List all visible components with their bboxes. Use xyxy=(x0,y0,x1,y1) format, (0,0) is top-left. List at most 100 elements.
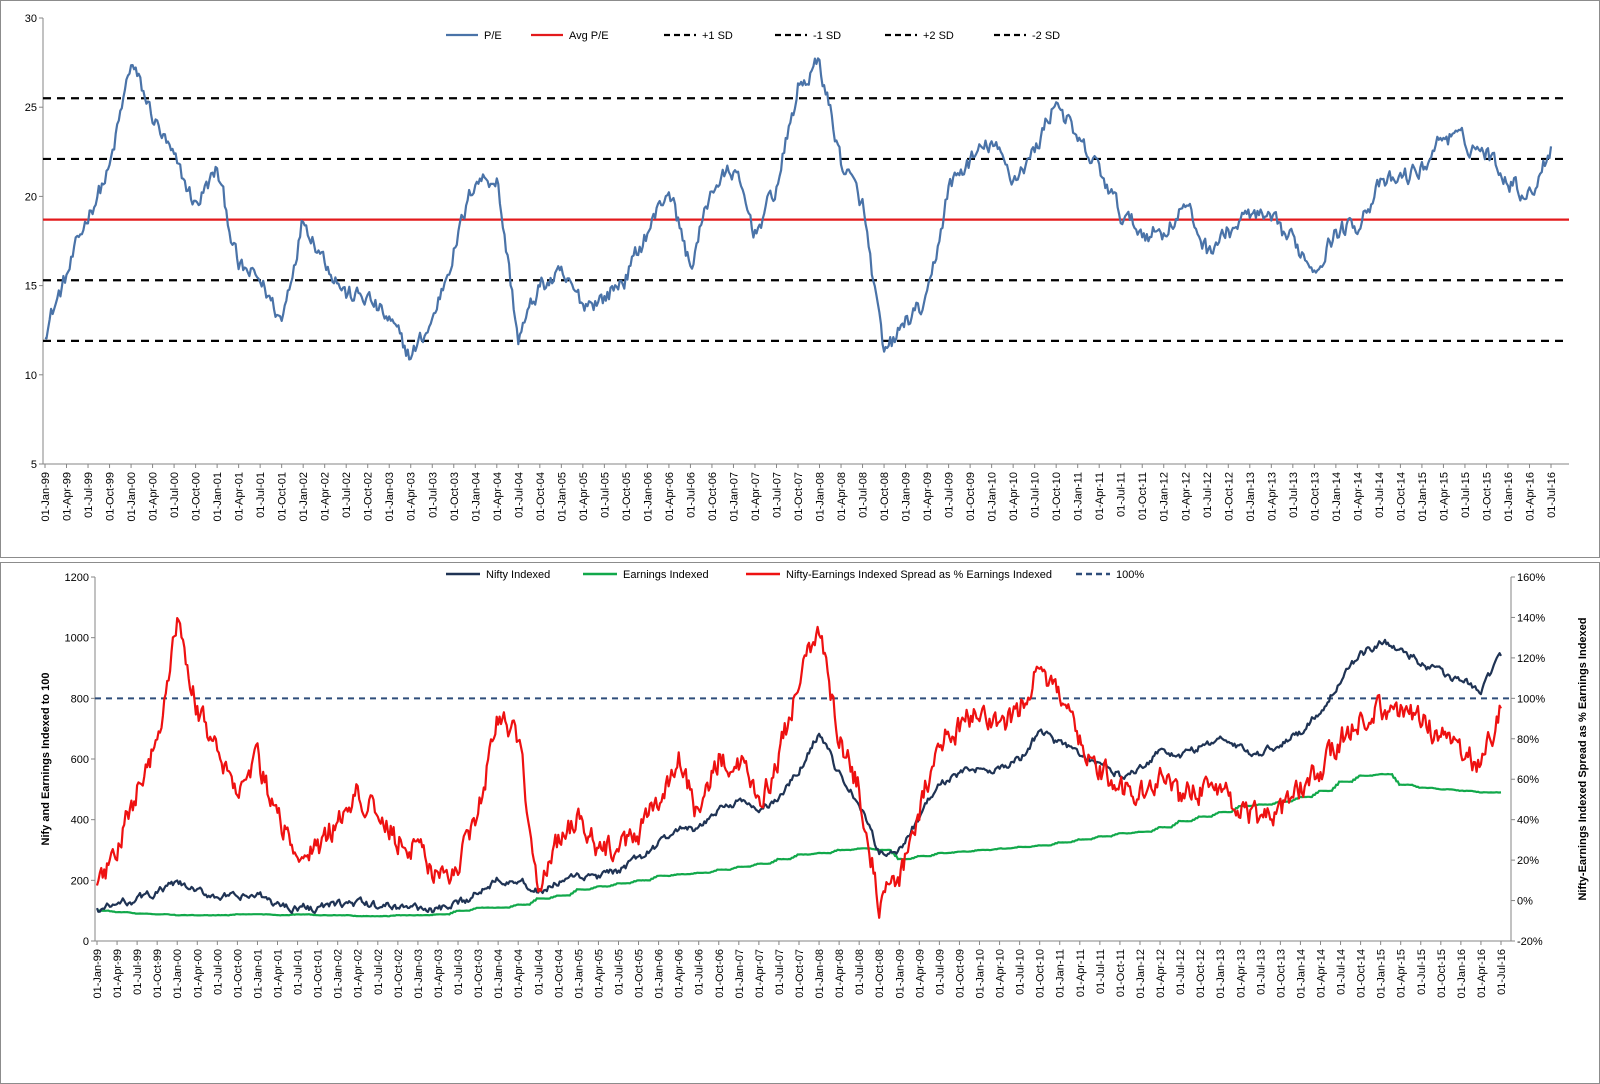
legend-label: +2 SD xyxy=(923,30,954,42)
x-tick-label: 01-Jul-07 xyxy=(774,949,786,995)
right-y-tick-label: 80% xyxy=(1517,734,1539,746)
x-tick-label: 01-Jan-10 xyxy=(975,949,987,999)
y-tick-label: 15 xyxy=(25,281,37,293)
x-tick-label: 01-Jul-05 xyxy=(599,472,611,518)
x-tick-label: 01-Apr-12 xyxy=(1155,949,1167,998)
x-tick-label: 01-Jul-11 xyxy=(1116,472,1128,517)
x-tick-label: 01-Apr-99 xyxy=(62,472,74,521)
x-tick-label: 01-Apr-15 xyxy=(1396,949,1408,998)
x-tick-label: 01-Jul-06 xyxy=(694,949,706,995)
x-tick-label: 01-Oct-09 xyxy=(954,949,966,998)
x-tick-label: 01-Oct-05 xyxy=(634,949,646,998)
x-tick-label: 01-Jan-00 xyxy=(172,949,184,999)
x-tick-label: 01-Jan-99 xyxy=(40,472,52,522)
x-tick-label: 01-Apr-12 xyxy=(1180,472,1192,521)
pe-chart-panel: 5 10 15 20 25 30 01-Jan-99 01-Apr-99 01-Jul-99 01… xyxy=(0,0,1600,558)
x-tick-label: 01-Oct-14 xyxy=(1395,472,1407,521)
x-tick-label: 01-Apr-11 xyxy=(1094,472,1106,520)
x-tick-label: 01-Jul-09 xyxy=(934,949,946,995)
x-tick-label: 01-Jul-12 xyxy=(1175,949,1187,995)
left-y-tick-label: 400 xyxy=(71,815,89,827)
x-tick-label: 01-Jul-10 xyxy=(1015,949,1027,995)
x-tick-label: 01-Oct-10 xyxy=(1035,949,1047,998)
x-tick-label: 01-Jul-14 xyxy=(1374,472,1386,518)
x-tick-label: 01-Apr-06 xyxy=(674,949,686,998)
x-tick-label: 01-Apr-16 xyxy=(1476,949,1488,998)
x-tick-label: 01-Jan-05 xyxy=(573,949,585,999)
x-tick-label: 01-Jul-03 xyxy=(427,472,439,518)
pe-chart: 5 10 15 20 25 30 01-Jan-99 01-Apr-99 01-Jul-99 01… xyxy=(25,13,1569,522)
x-tick-label: 01-Jul-07 xyxy=(771,472,783,518)
x-tick-label: 01-Jul-00 xyxy=(212,949,224,995)
x-tick-label: 01-Jul-13 xyxy=(1288,472,1300,518)
x-tick-label: 01-Oct-06 xyxy=(707,472,719,521)
legend-label: Earnings Indexed xyxy=(623,569,709,581)
x-tick-label: 01-Jul-09 xyxy=(944,472,956,518)
x-tick-label: 01-Oct-08 xyxy=(879,472,891,521)
x-tick-label: 01-Jan-01 xyxy=(212,472,224,522)
left-y-tick-label: 600 xyxy=(71,754,89,766)
x-tick-label: 01-Apr-11 xyxy=(1075,949,1087,997)
x-tick-label: 01-Oct-00 xyxy=(191,472,203,521)
x-tick-label: 01-Oct-99 xyxy=(105,472,117,521)
x-tick-label: 01-Oct-05 xyxy=(621,472,633,521)
x-tick-label: 01-Apr-14 xyxy=(1352,472,1364,521)
x-tick-label: 01-Jan-09 xyxy=(901,472,913,522)
x-tick-label: 01-Jul-01 xyxy=(255,472,267,518)
x-tick-label: 01-Apr-04 xyxy=(492,472,504,521)
x-tick-label: 01-Apr-02 xyxy=(353,949,365,998)
x-tick-label: 01-Oct-10 xyxy=(1051,472,1063,521)
x-tick-label: 01-Jul-15 xyxy=(1460,472,1472,518)
x-tick-label: 01-Jan-02 xyxy=(298,472,310,522)
left-y-tick-label: 0 xyxy=(83,936,89,948)
x-tick-label: 01-Apr-10 xyxy=(1008,472,1020,521)
x-tick-label: 01-Jul-04 xyxy=(513,472,525,518)
y-tick-label: 10 xyxy=(25,370,37,382)
x-tick-label: 01-Oct-04 xyxy=(535,472,547,521)
nifty-earnings-chart: 0 200 400 600 800 1000 1200 -20% 0% 20% 40% 60% 80% 1… xyxy=(40,569,1589,999)
x-tick-label: 01-Oct-04 xyxy=(553,949,565,998)
x-tick-label: 01-Jul-14 xyxy=(1336,949,1348,995)
x-tick-label: 01-Jul-02 xyxy=(341,472,353,518)
x-tick-label: 01-Jul-15 xyxy=(1416,949,1428,995)
pe-series-line xyxy=(44,57,1553,361)
x-tick-label: 01-Oct-14 xyxy=(1356,949,1368,998)
x-tick-label: 01-Jan-10 xyxy=(987,472,999,522)
legend-label: -2 SD xyxy=(1032,30,1060,42)
legend-label: 100% xyxy=(1116,569,1144,581)
x-tick-label: 01-Apr-06 xyxy=(664,472,676,521)
x-tick-label: 01-Jan-01 xyxy=(252,949,264,999)
left-y-tick-label: 1200 xyxy=(65,572,89,584)
x-tick-label: 01-Oct-13 xyxy=(1309,472,1321,521)
legend-label: +1 SD xyxy=(702,30,733,42)
x-tick-label: 01-Apr-01 xyxy=(234,472,246,521)
x-tick-label: 01-Jan-11 xyxy=(1055,949,1067,998)
right-y-tick-label: 60% xyxy=(1517,774,1539,786)
x-tick-label: 01-Jan-11 xyxy=(1073,472,1085,521)
x-tick-label: 01-Oct-15 xyxy=(1436,949,1448,998)
x-tick-label: 01-Apr-10 xyxy=(995,949,1007,998)
x-tick-label: 01-Apr-15 xyxy=(1438,472,1450,521)
x-tick-label: 01-Jul-13 xyxy=(1255,949,1267,995)
x-tick-label: 01-Jan-04 xyxy=(470,472,482,522)
right-y-tick-label: 120% xyxy=(1517,653,1545,665)
y-tick-label: 25 xyxy=(25,102,37,114)
x-tick-label: 01-Oct-03 xyxy=(473,949,485,998)
x-tick-label: 01-Jan-16 xyxy=(1503,472,1515,522)
x-tick-label: 01-Jan-03 xyxy=(384,472,396,522)
x-tick-label: 01-Oct-02 xyxy=(393,949,405,998)
x-tick-label: 01-Oct-09 xyxy=(965,472,977,521)
x-tick-label: 01-Apr-16 xyxy=(1524,472,1536,521)
x-tick-label: 01-Oct-01 xyxy=(313,949,325,998)
x-tick-label: 01-Jan-08 xyxy=(814,949,826,999)
left-y-tick-label: 800 xyxy=(71,693,89,705)
x-tick-label: 01-Oct-07 xyxy=(793,472,805,521)
right-y-axis-title: Nifty-Earnings Indexed Spread as % Earni… xyxy=(1577,617,1589,900)
right-y-tick-label: 20% xyxy=(1517,855,1539,867)
x-tick-label: 01-Jul-00 xyxy=(169,472,181,518)
x-tick-label: 01-Jul-16 xyxy=(1496,949,1508,995)
x-tick-label: 01-Oct-99 xyxy=(152,949,164,998)
x-tick-label: 01-Oct-11 xyxy=(1115,949,1127,997)
x-tick-label: 01-Apr-02 xyxy=(320,472,332,521)
x-tick-label: 01-Oct-00 xyxy=(232,949,244,998)
